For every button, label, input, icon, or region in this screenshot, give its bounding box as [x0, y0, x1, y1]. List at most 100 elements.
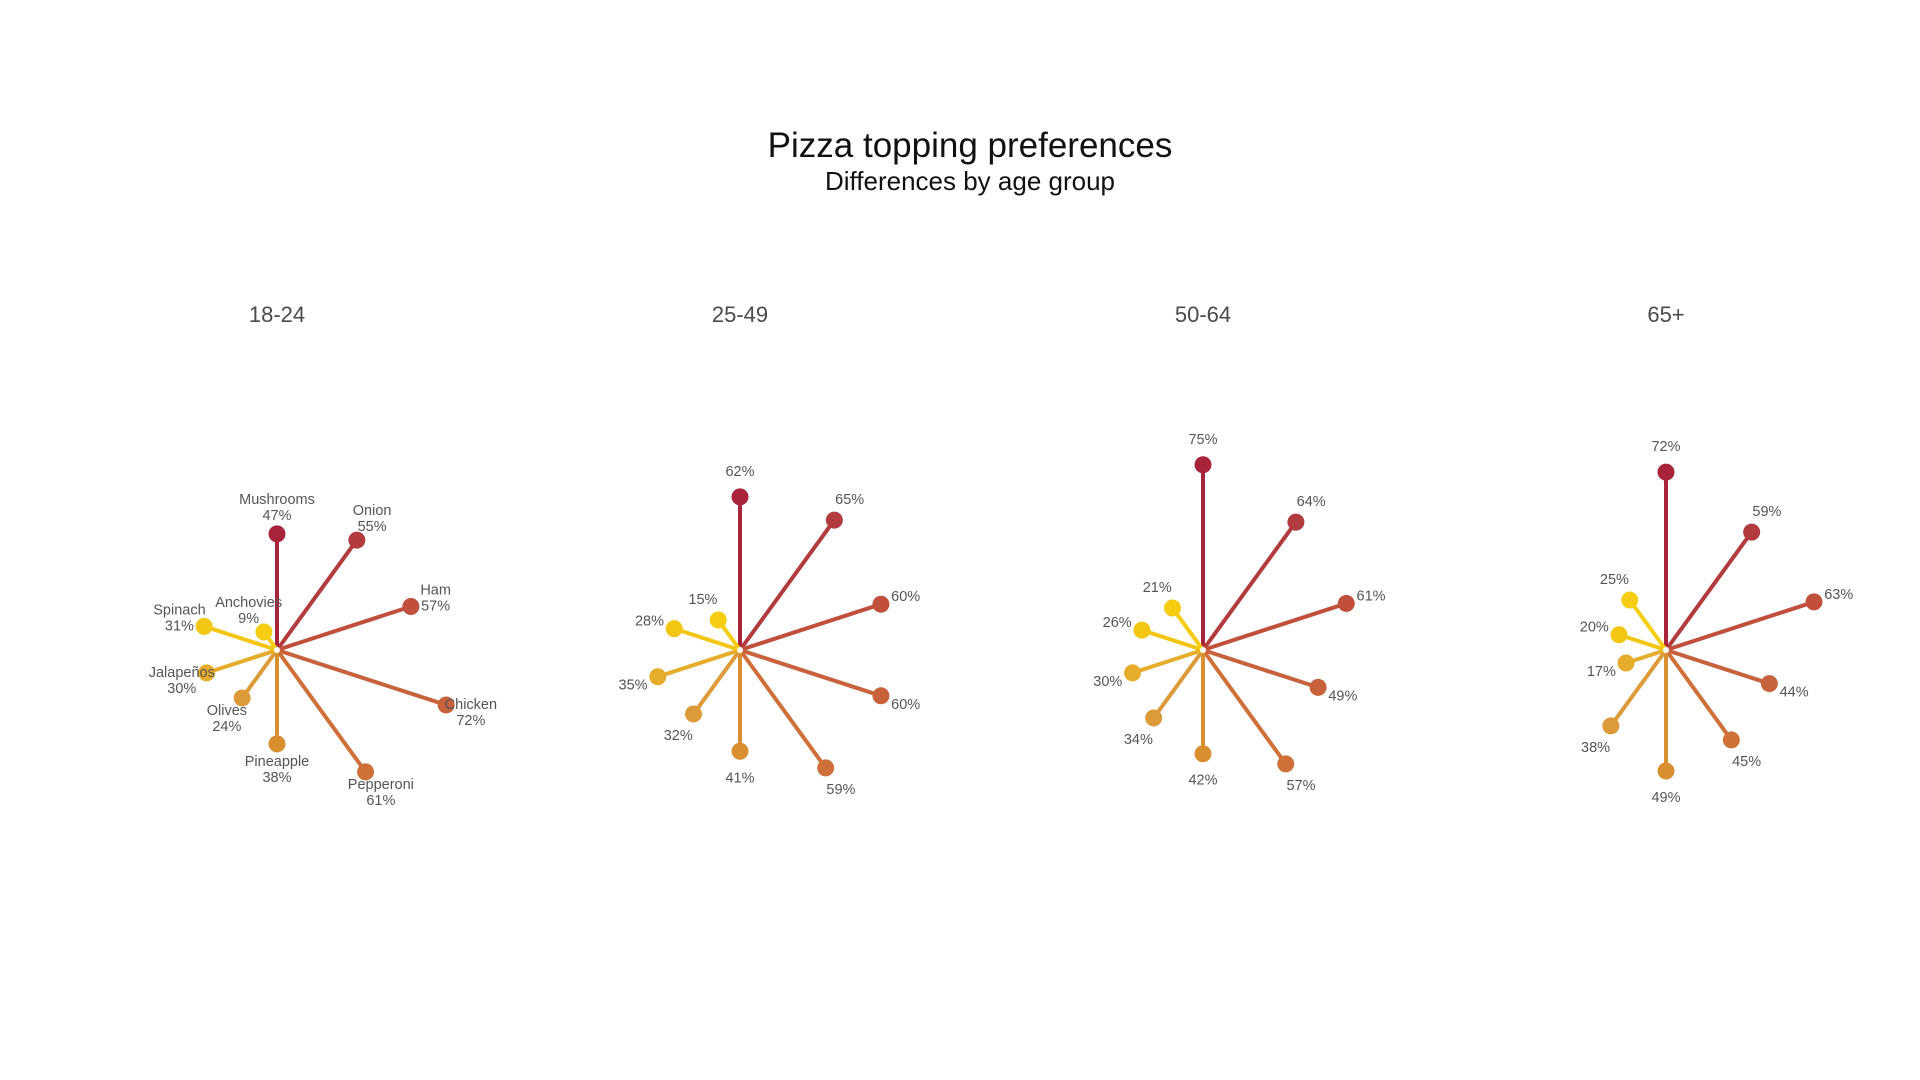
value-label-olives: 34% — [1124, 732, 1153, 748]
dot-pineapple — [1657, 762, 1675, 780]
chart-title: Pizza topping preferences — [768, 126, 1173, 165]
spoke-olives — [1608, 648, 1668, 728]
value-label-jalapeos: Jalapeños 30% — [149, 665, 215, 697]
dot-anchovies — [255, 623, 273, 641]
value-label-ham: 63% — [1824, 587, 1853, 603]
dot-olives — [1602, 717, 1620, 735]
spoke-spinach — [672, 626, 742, 652]
value-label-anchovies: 21% — [1143, 580, 1172, 596]
dot-pineapple — [731, 742, 749, 760]
value-label-onion: 65% — [835, 492, 864, 508]
value-label-onion: 59% — [1752, 504, 1781, 520]
group-25-49: 25-49 62% 65% 60% 60% 59% 41% 32% 35% 28% 15% — [619, 302, 921, 798]
dot-jalapeos — [649, 668, 667, 686]
dot-onion — [348, 531, 366, 549]
spoke-onion — [738, 518, 837, 652]
spoke-pepperoni — [738, 648, 828, 770]
value-label: 55% — [358, 519, 387, 535]
dot-chicken — [872, 687, 890, 705]
value-label-ham: 60% — [891, 589, 920, 605]
dot-ham — [1337, 594, 1355, 612]
value-label-mushrooms: 62% — [725, 464, 754, 480]
group-18-24: 18-24 Mushrooms 47% Onion 55% Ham 57% Chicken 72… — [149, 302, 497, 809]
spoke-pepperoni — [1201, 648, 1288, 766]
spoke-jalapeos — [204, 648, 279, 675]
dot-olives — [685, 705, 703, 723]
value-label-spinach: 20% — [1580, 620, 1609, 636]
dot-spinach — [1133, 621, 1151, 639]
center-hub — [274, 647, 280, 653]
topping-label: Chicken — [445, 697, 497, 713]
dot-anchovies — [1164, 599, 1182, 617]
spoke-olives — [1151, 648, 1205, 720]
dot-pineapple — [268, 735, 286, 753]
value-label-mushrooms: Mushrooms 47% — [239, 492, 315, 524]
spoke-ham — [738, 602, 883, 652]
spoke-jalapeos — [655, 648, 742, 679]
value-label: 57% — [421, 598, 450, 614]
dot-spinach — [195, 617, 213, 635]
dot-spinach — [665, 620, 683, 638]
chart-subtitle: Differences by age group — [825, 166, 1115, 196]
value-label-olives: 32% — [664, 728, 693, 744]
dot-olives — [1145, 709, 1163, 727]
value-label-mushrooms: 75% — [1188, 432, 1217, 448]
dot-chicken — [437, 696, 455, 714]
spoke-jalapeos — [1130, 648, 1205, 675]
value-label: 9% — [238, 611, 259, 627]
value-label: 47% — [262, 508, 291, 524]
topping-label: Pineapple — [245, 754, 310, 770]
spoke-ham — [1664, 599, 1816, 652]
topping-label: Onion — [353, 503, 392, 519]
value-label-pineapple: 42% — [1188, 773, 1217, 789]
group-title: 25-49 — [712, 302, 768, 327]
value-label-chicken: 49% — [1328, 688, 1357, 704]
value-label: 72% — [456, 713, 485, 729]
topping-label: Spinach — [153, 602, 205, 618]
dot-ham — [872, 595, 890, 613]
spoke-anchovies — [1170, 606, 1205, 652]
spoke-onion — [1201, 520, 1298, 652]
spoke-chicken — [275, 648, 449, 707]
value-label-chicken: 60% — [891, 697, 920, 713]
dot-chicken — [1760, 675, 1778, 693]
value-label-pineapple: 41% — [725, 770, 754, 786]
dot-chicken — [1309, 678, 1327, 696]
dot-pepperoni — [357, 763, 375, 781]
value-label-pepperoni: Pepperoni 61% — [348, 777, 414, 809]
value-label-onion: 64% — [1297, 494, 1326, 510]
value-label-pepperoni: 57% — [1287, 778, 1316, 794]
dot-mushrooms — [731, 488, 749, 506]
dot-anchovies — [1621, 591, 1639, 609]
value-label-olives: Olives 24% — [207, 703, 247, 735]
value-label-spinach: 26% — [1103, 615, 1132, 631]
value-label-pineapple: 49% — [1651, 790, 1680, 806]
value-label-anchovies: 15% — [688, 592, 717, 608]
dot-jalapeos — [198, 664, 216, 682]
group-50-64: 50-64 75% 64% 61% 49% 57% 42% 34% 30% 26% 21% — [1093, 302, 1385, 794]
dot-pepperoni — [1277, 755, 1295, 773]
center-hub — [1200, 647, 1206, 653]
dot-onion — [825, 511, 843, 529]
dot-ham — [1805, 593, 1823, 611]
value-label: 61% — [366, 793, 395, 809]
dot-anchovies — [709, 611, 727, 629]
value-label-onion: Onion 55% — [353, 503, 392, 535]
value-label-jalapeos: 17% — [1587, 664, 1616, 680]
spoke-pepperoni — [275, 648, 368, 774]
value-label: 30% — [167, 681, 196, 697]
topping-label: Anchovies — [215, 595, 282, 611]
value-label-pepperoni: 59% — [826, 782, 855, 798]
spoke-ham — [1201, 601, 1349, 652]
spoke-ham — [275, 604, 413, 652]
dot-ham — [402, 597, 420, 615]
value-label-ham: Ham 57% — [420, 582, 451, 614]
value-label: 38% — [262, 770, 291, 786]
value-label-chicken: Chicken 72% — [445, 697, 497, 729]
dot-mushrooms — [268, 525, 286, 543]
spoke-olives — [240, 648, 279, 700]
dot-olives — [233, 689, 251, 707]
dot-jalapeos — [1617, 654, 1635, 672]
